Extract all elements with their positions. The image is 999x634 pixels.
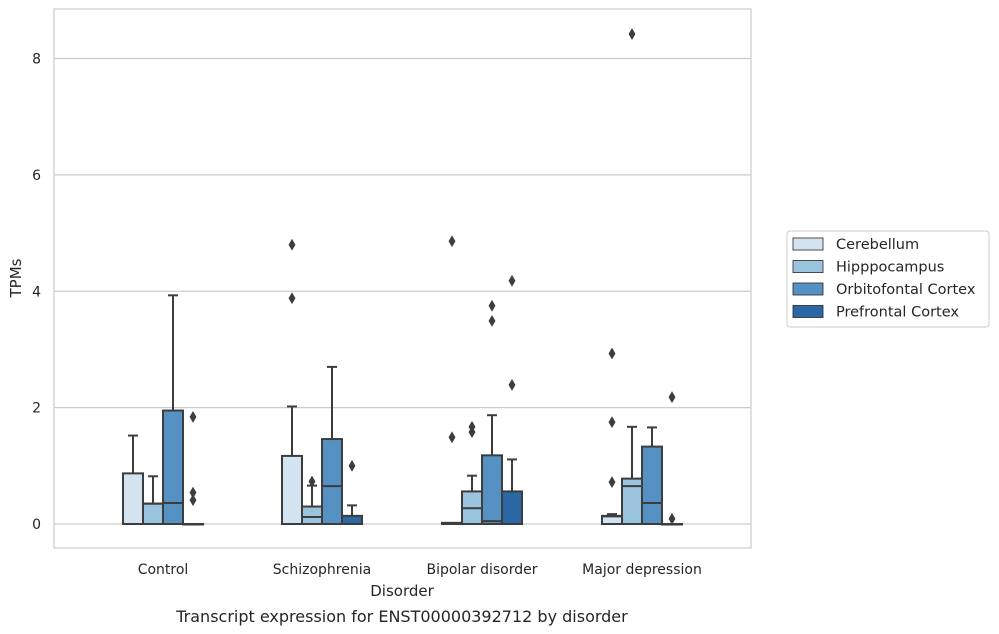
box-body	[281, 454, 303, 525]
box-1-3	[441, 235, 463, 525]
x-axis-title: Disorder	[370, 582, 434, 600]
box-3-4	[641, 426, 663, 525]
outlier-point	[189, 410, 197, 423]
y-tick-label: 8	[32, 52, 41, 68]
chart-caption: Transcript expression for ENST0000039271…	[175, 607, 628, 626]
box-2-3	[461, 420, 483, 526]
x-tick-label: Control	[138, 562, 189, 578]
outlier-point	[628, 28, 636, 41]
outlier-point	[448, 235, 456, 248]
box-2-4	[621, 28, 643, 525]
box-body	[341, 514, 363, 526]
box-plot-area	[122, 28, 683, 526]
outlier-point	[668, 391, 676, 404]
box-body	[641, 445, 663, 525]
outlier-point	[468, 420, 476, 433]
box-2-2	[301, 475, 323, 526]
legend-label: Hipppocampus	[836, 260, 944, 276]
outlier-point	[508, 274, 516, 287]
outlier-point	[668, 512, 676, 525]
y-tick-labels: 0 2 4 6 8	[32, 52, 41, 534]
box-1-4	[601, 347, 623, 526]
box-4-4	[661, 391, 683, 526]
box-1-2	[281, 238, 303, 525]
box-body	[481, 454, 503, 525]
legend-label: Orbitofontal Cortex	[836, 282, 976, 298]
legend-swatch	[792, 282, 824, 296]
x-tick-label: Bipolar disorder	[426, 562, 537, 578]
outlier-point	[488, 314, 496, 327]
outlier-point	[488, 299, 496, 312]
outlier-point	[348, 459, 356, 472]
legend-swatch	[792, 260, 824, 273]
outlier-point	[608, 476, 616, 489]
box-body	[321, 438, 343, 526]
box-4-2	[341, 459, 363, 526]
box-body	[501, 490, 523, 526]
box-body	[142, 502, 164, 525]
outlier-point	[308, 475, 316, 488]
box-3-2	[321, 365, 343, 526]
outlier-point	[189, 486, 197, 499]
outlier-point	[288, 238, 296, 251]
box-body	[162, 409, 184, 525]
y-tick-label: 6	[32, 168, 41, 184]
box-2-1	[142, 475, 164, 525]
box-4-3	[501, 274, 523, 526]
y-tick-label: 4	[32, 284, 41, 300]
legend-label: Cerebellum	[836, 237, 919, 253]
box-3-3	[481, 299, 503, 525]
box-body	[301, 505, 323, 526]
legend-swatch	[792, 237, 824, 251]
box-1-1	[122, 434, 144, 525]
outlier-point	[608, 416, 616, 429]
box-4-1	[182, 410, 204, 526]
y-tick-label: 2	[32, 401, 41, 417]
y-axis-title: TPMs	[7, 258, 25, 298]
x-tick-labels: Control Schizophrenia Bipolar disorder Majo…	[138, 562, 702, 578]
outlier-point	[189, 494, 197, 507]
box-body	[122, 472, 144, 525]
x-tick-label: Major depression	[582, 562, 702, 578]
plot-frame	[53, 8, 752, 549]
box-3-1	[162, 294, 184, 525]
outlier-point	[448, 431, 456, 444]
legend-swatch	[792, 305, 824, 318]
legend-frame	[786, 230, 990, 328]
legend-label: Prefrontal Cortex	[836, 305, 959, 321]
legend: Cerebellum Hipppocampus Orbitofontal Corte…	[786, 230, 990, 328]
outlier-point	[608, 347, 616, 360]
outlier-point	[288, 292, 296, 305]
x-tick-label: Schizophrenia	[273, 562, 371, 578]
outlier-point	[508, 378, 516, 391]
y-tick-label: 0	[32, 517, 41, 533]
